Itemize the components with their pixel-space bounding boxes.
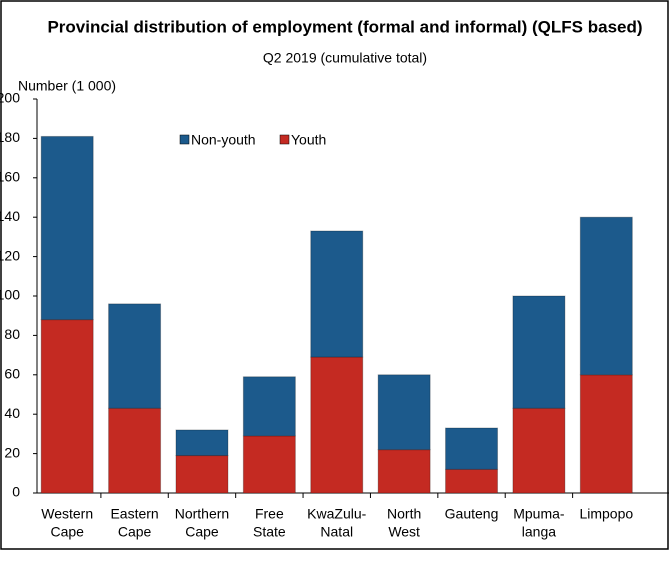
x-tick-label: Mpuma- [513, 506, 565, 522]
bar-segment [175, 455, 229, 494]
y-tick-label: 100 [0, 287, 20, 303]
chart-title: Provincial distribution of employment (f… [47, 17, 642, 36]
x-tick-label: Cape [185, 524, 219, 540]
bar-segment [579, 374, 633, 494]
y-tick-label: 40 [4, 405, 20, 421]
bar-segment [512, 295, 566, 409]
y-tick-label: 60 [4, 366, 20, 382]
y-axis-label: Number (1 000) [18, 78, 116, 94]
x-tick-label: Cape [118, 524, 152, 540]
x-tick-label: langa [522, 524, 556, 540]
y-tick-label: 120 [0, 247, 20, 263]
x-tick-label: West [388, 524, 420, 540]
x-tick-label: Gauteng [445, 506, 499, 522]
chart-subtitle: Q2 2019 (cumulative total) [263, 50, 427, 66]
x-tick-label: North [387, 506, 421, 522]
bar-segment [242, 376, 296, 437]
bar-segment [108, 407, 162, 494]
y-tick-label: 80 [4, 326, 20, 342]
bar-segment [579, 216, 633, 376]
bar-segment [242, 435, 296, 494]
bar-segment [40, 319, 94, 494]
y-tick-label: 160 [0, 169, 20, 185]
bar-segment [40, 135, 94, 321]
y-tick-label: 0 [12, 484, 20, 500]
legend-swatch [279, 134, 290, 145]
bar-segment [377, 449, 431, 494]
y-tick-label: 140 [0, 208, 20, 224]
frame [0, 0, 669, 550]
x-tick-label: Natal [320, 524, 353, 540]
x-tick-label: Free [255, 506, 284, 522]
bar-segment [445, 427, 499, 470]
y-tick-label: 20 [4, 444, 20, 460]
y-tick-label: 200 [0, 90, 20, 106]
x-tick-label: Northern [175, 506, 229, 522]
bar-segment [310, 230, 364, 358]
bar-segment [445, 468, 499, 494]
bar-segment [512, 407, 566, 494]
bar-segment [108, 303, 162, 409]
x-tick-label: Western [41, 506, 93, 522]
x-tick-label: Cape [50, 524, 84, 540]
x-tick-label: KwaZulu- [307, 506, 366, 522]
bar-segment [310, 356, 364, 494]
x-tick-label: Limpopo [579, 506, 633, 522]
legend-label: Youth [291, 132, 326, 148]
bar-segment [175, 429, 229, 457]
x-tick-label: State [253, 524, 286, 540]
y-tick-label: 180 [0, 129, 20, 145]
bar-segment [377, 374, 431, 451]
legend-swatch [179, 134, 190, 145]
legend-label: Non-youth [191, 132, 256, 148]
x-tick-label: Eastern [110, 506, 158, 522]
